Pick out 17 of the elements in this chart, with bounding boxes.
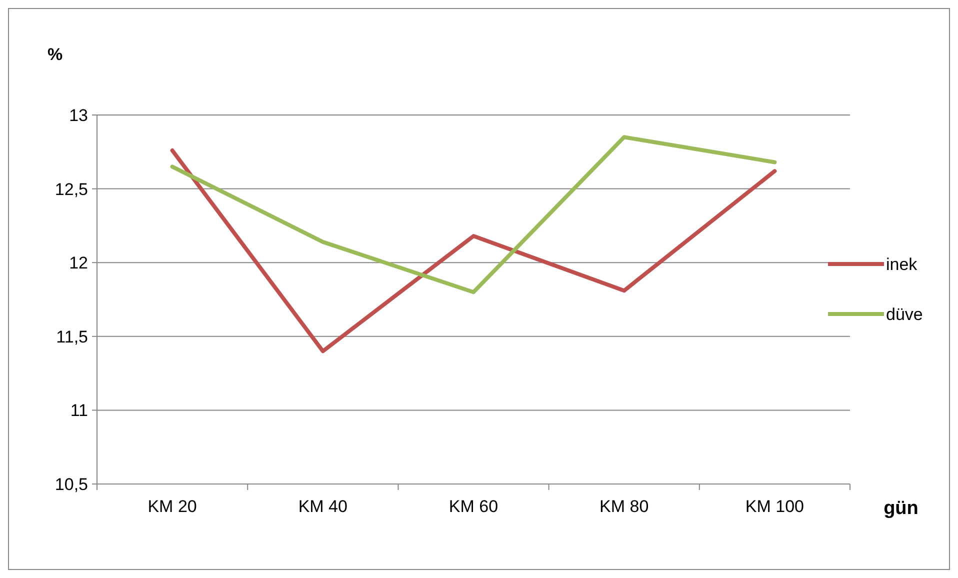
- line-series: [170, 135, 777, 294]
- x-axis-title: gün: [884, 498, 918, 519]
- y-tick-label: 12: [69, 254, 88, 273]
- y-tick-label: 11,5: [56, 327, 88, 346]
- x-tick-label: KM 40: [298, 497, 348, 516]
- y-tick-label: 12,5: [54, 180, 88, 199]
- x-tick-label: KM 80: [600, 497, 649, 516]
- y-tick-label: 10,5: [54, 474, 88, 494]
- y-tick-label: 13: [69, 106, 88, 125]
- legend-label: inek: [886, 254, 918, 274]
- legend-label: düve: [886, 304, 923, 324]
- y-axis-title: %: [47, 45, 63, 64]
- x-tick-label: KM 60: [448, 497, 498, 516]
- y-tick-label: 11: [70, 401, 88, 420]
- x-tick-label: KM 20: [148, 497, 197, 516]
- line-series: [170, 148, 777, 354]
- x-tick-label: KM 100: [745, 497, 804, 516]
